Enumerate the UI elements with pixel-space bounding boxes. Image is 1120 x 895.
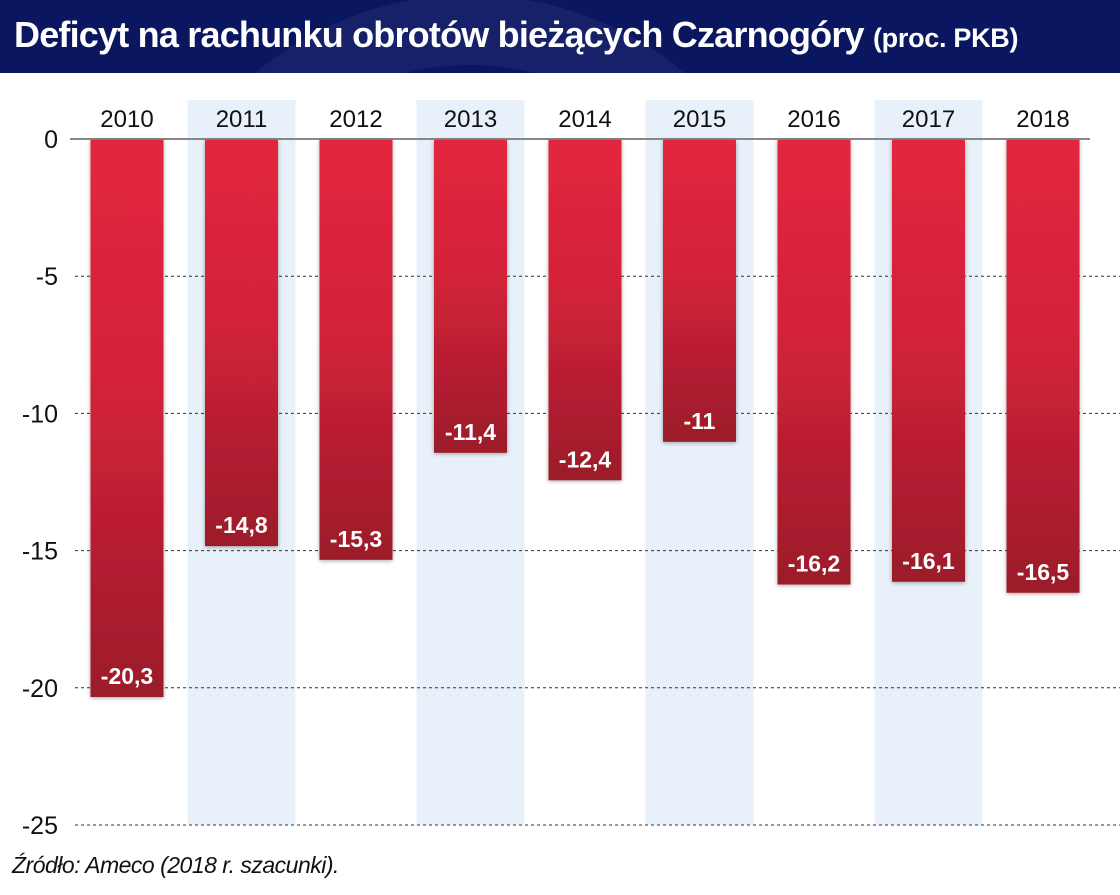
y-tick-label: -5 xyxy=(36,263,58,291)
data-label: -14,8 xyxy=(215,512,268,538)
bar-2013 xyxy=(434,140,507,453)
x-tick-label: 2010 xyxy=(100,106,153,133)
bar-2014 xyxy=(548,140,622,481)
bar-2017 xyxy=(892,140,965,582)
x-tick-label: 2011 xyxy=(216,106,268,133)
title-subtitle: (proc. PKB) xyxy=(872,23,1019,53)
y-tick-label: -15 xyxy=(22,538,58,566)
data-label: -15,3 xyxy=(330,526,382,552)
title-bar: Deficyt na rachunku obrotów bieżących Cz… xyxy=(0,0,1120,73)
data-label: -20,3 xyxy=(101,663,153,689)
x-tick-label: 2013 xyxy=(444,106,497,133)
data-label: -16,5 xyxy=(1017,559,1070,585)
x-tick-label: 2012 xyxy=(329,106,382,133)
y-tick-label: -20 xyxy=(22,675,58,703)
bar-2016 xyxy=(777,140,851,585)
x-tick-label: 2017 xyxy=(902,106,955,133)
bar-2011 xyxy=(205,140,278,547)
bar-2018 xyxy=(1006,140,1080,593)
y-tick-label: -10 xyxy=(22,400,58,428)
bar-2012 xyxy=(319,140,393,560)
data-label: -11,4 xyxy=(445,419,496,445)
x-tick-label: 2018 xyxy=(1016,106,1069,133)
x-tick-label: 2015 xyxy=(673,106,726,133)
y-tick-label: -25 xyxy=(22,812,58,840)
data-label: -16,2 xyxy=(788,551,840,577)
x-tick-label: 2016 xyxy=(787,106,840,133)
data-label: -16,1 xyxy=(902,548,955,574)
watermark-logo xyxy=(255,0,685,73)
data-label: -11 xyxy=(684,408,716,434)
bar-2010 xyxy=(90,140,164,698)
chart-title: Deficyt na rachunku obrotów bieżących Cz… xyxy=(14,14,1018,56)
source-note: Źródło: Ameco (2018 r. szacunki). xyxy=(12,852,339,878)
data-label: -12,4 xyxy=(559,446,612,472)
y-tick-label: 0 xyxy=(44,126,58,154)
title-main: Deficyt na rachunku obrotów bieżących Cz… xyxy=(14,14,865,55)
x-tick-label: 2014 xyxy=(558,106,611,133)
bar-2015 xyxy=(663,140,736,442)
